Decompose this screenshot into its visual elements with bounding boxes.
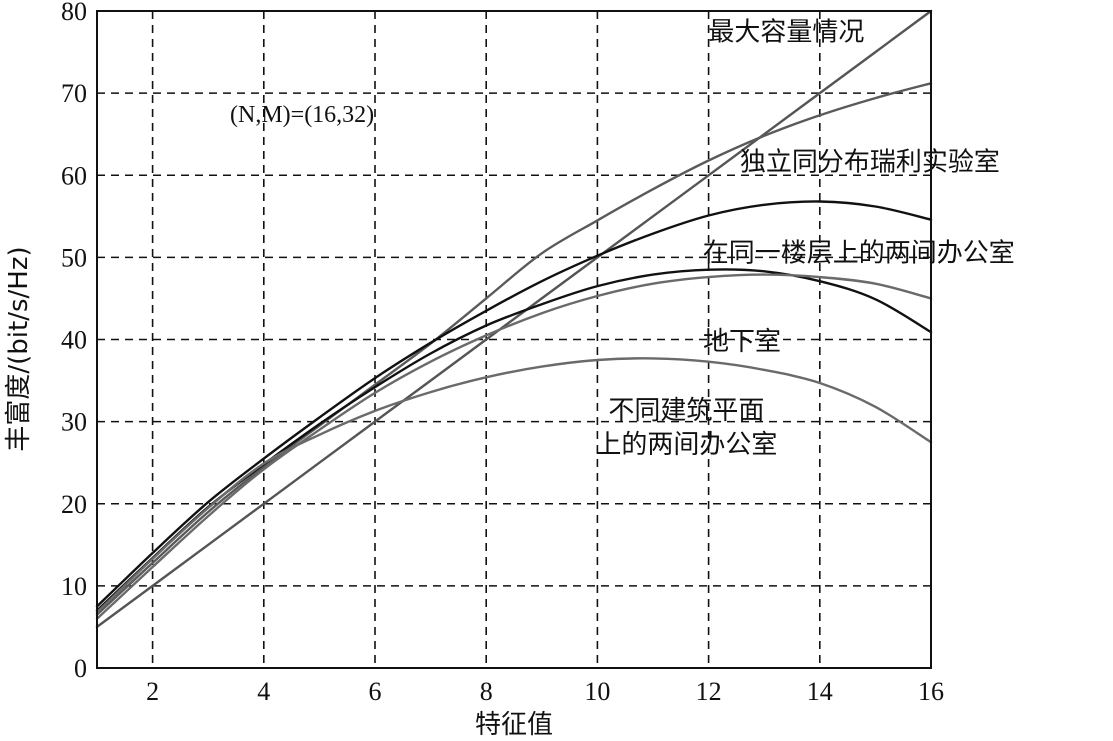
y-tick-label: 40 bbox=[61, 326, 87, 355]
grid-lines bbox=[97, 11, 931, 668]
series-lines bbox=[95, 9, 933, 629]
series-annotation: 上的两间办公室 bbox=[595, 430, 777, 460]
y-tick-label: 0 bbox=[74, 654, 87, 683]
y-tick-label: 70 bbox=[61, 79, 87, 108]
series-line-1 bbox=[95, 9, 933, 629]
series-line-5 bbox=[95, 273, 933, 620]
parameter-label: (N,M)=(16,32) bbox=[230, 102, 374, 128]
series-line-3 bbox=[95, 200, 933, 608]
x-tick-label: 6 bbox=[369, 677, 382, 706]
y-tick-label: 60 bbox=[61, 161, 87, 190]
y-axis-title: 丰富度/(bit/s/Hz) bbox=[4, 246, 34, 451]
x-tick-label: 14 bbox=[807, 677, 833, 706]
x-tick-label: 4 bbox=[257, 677, 270, 706]
plot-frame bbox=[96, 10, 932, 669]
series-annotation: 不同建筑平面 bbox=[608, 396, 764, 426]
annotations: 最大容量情况独立同分布瑞利实验室在同一楼层上的两间办公室地下室不同建筑平面上的两… bbox=[595, 18, 1014, 460]
series-annotation: 独立同分布瑞利实验室 bbox=[740, 147, 1000, 177]
y-tick-label: 10 bbox=[61, 572, 87, 601]
x-tick-label: 12 bbox=[696, 677, 722, 706]
x-tick-label: 10 bbox=[584, 677, 610, 706]
series-line-6 bbox=[95, 357, 933, 614]
series-line-2 bbox=[95, 82, 933, 616]
x-axis-title: 特征值 bbox=[475, 710, 553, 740]
series-annotation: 在同一楼层上的两间办公室 bbox=[703, 238, 1015, 268]
y-tick-label: 30 bbox=[61, 408, 87, 437]
x-tick-label: 8 bbox=[480, 677, 493, 706]
series-line-4 bbox=[95, 268, 933, 612]
series-annotation: 地下室 bbox=[703, 327, 781, 357]
y-tick-label: 20 bbox=[61, 490, 87, 519]
axis-ticks: 2 4 6 8 10 12 14 16 0 10 20 30 40 50 60 70 80 bbox=[61, 0, 944, 706]
x-tick-label: 16 bbox=[918, 677, 944, 706]
y-tick-label: 50 bbox=[61, 243, 87, 272]
y-tick-label: 80 bbox=[61, 0, 87, 26]
x-tick-label: 2 bbox=[146, 677, 159, 706]
series-annotation: 最大容量情况 bbox=[708, 18, 864, 48]
